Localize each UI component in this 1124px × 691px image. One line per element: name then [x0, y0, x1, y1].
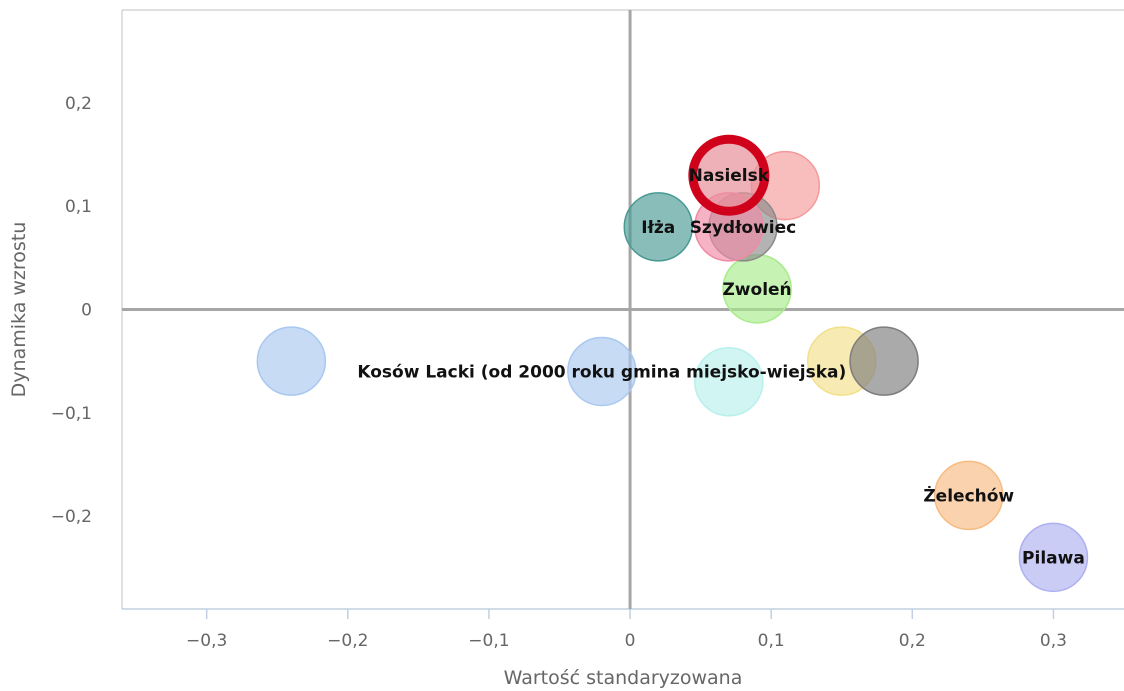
bubble-label: Szydłowiec	[690, 218, 797, 238]
x-tick-label: 0	[625, 631, 636, 651]
bubble-label: Nasielsk	[689, 166, 770, 186]
x-tick-label: −0,1	[468, 631, 509, 651]
bubble-label: Iłża	[641, 218, 675, 238]
axes: −0,3 −0,2 −0,1 0 0,1 0,2 0,3 0,2 0,1 0 −0,1 −0,2	[51, 9, 1124, 651]
y-tick-label: 0	[81, 301, 92, 321]
y-tick-label: −0,1	[51, 404, 92, 424]
y-tick-label: 0,1	[65, 197, 92, 217]
x-tick-label: 0,3	[1040, 631, 1067, 651]
bubble-label: Kosów Lacki (od 2000 roku gmina miejsko-…	[357, 362, 846, 382]
bubble-highlighted[interactable]	[688, 134, 770, 216]
bubble-labels: Kosów Lacki (od 2000 roku gmina miejsko-…	[357, 166, 1084, 568]
bubble-label: Żelechów	[923, 484, 1014, 506]
x-axis-title: Wartość standaryzowana	[504, 667, 743, 689]
y-tick-label: 0,2	[65, 94, 92, 114]
bubble[interactable]	[1018, 522, 1089, 593]
x-tick-label: −0,2	[327, 631, 368, 651]
x-tick-label: 0,1	[758, 631, 785, 651]
x-tick-label: −0,3	[186, 631, 227, 651]
bubbles	[256, 134, 1089, 593]
bubble[interactable]	[934, 460, 1004, 531]
bubble[interactable]	[256, 326, 327, 396]
y-tick-label: −0,2	[51, 507, 92, 527]
bubble[interactable]	[623, 192, 694, 262]
x-tick-label: 0,2	[899, 631, 926, 651]
y-axis-title: Dynamika wzrostu	[8, 222, 30, 398]
bubble-label: Pilawa	[1022, 548, 1085, 568]
bubble[interactable]	[567, 336, 637, 407]
bubble[interactable]	[694, 347, 764, 417]
bubble[interactable]	[849, 326, 919, 396]
bubble-label: Zwoleń	[722, 280, 791, 300]
